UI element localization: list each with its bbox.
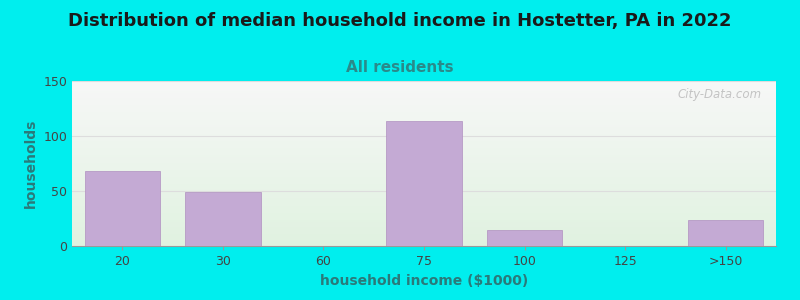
Bar xyxy=(386,121,462,246)
X-axis label: household income ($1000): household income ($1000) xyxy=(320,274,528,288)
Text: City-Data.com: City-Data.com xyxy=(678,88,762,100)
Bar xyxy=(487,230,562,246)
Bar xyxy=(85,171,160,246)
Y-axis label: households: households xyxy=(24,119,38,208)
Bar xyxy=(688,220,763,246)
Text: All residents: All residents xyxy=(346,60,454,75)
Text: Distribution of median household income in Hostetter, PA in 2022: Distribution of median household income … xyxy=(68,12,732,30)
Bar xyxy=(185,192,261,246)
